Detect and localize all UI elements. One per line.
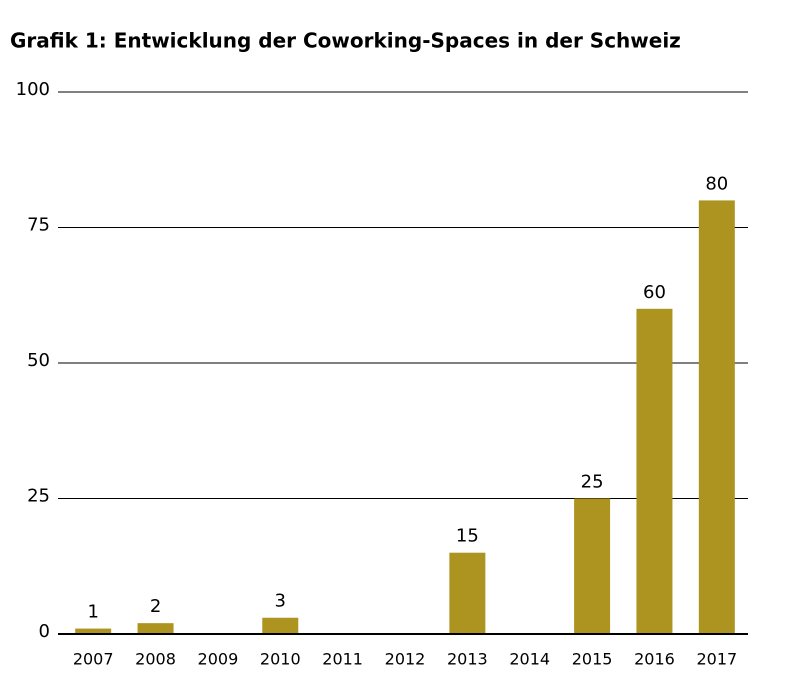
x-tick-label: 2015 [572, 650, 613, 669]
y-tick-label: 100 [16, 79, 50, 100]
x-tick-label: 2017 [696, 650, 737, 669]
x-tick-label: 2012 [385, 650, 426, 669]
data-label: 80 [705, 173, 728, 194]
x-tick-label: 2011 [322, 650, 363, 669]
x-tick-label: 2008 [135, 650, 176, 669]
data-label: 25 [581, 472, 604, 493]
x-tick-label: 2007 [73, 650, 114, 669]
x-tick-label: 2010 [260, 650, 301, 669]
y-tick-label: 50 [27, 350, 50, 371]
bar [449, 552, 486, 634]
bar [636, 308, 673, 634]
x-tick-label: 2013 [447, 650, 488, 669]
x-tick-label: 2014 [509, 650, 550, 669]
data-label: 15 [456, 526, 479, 547]
y-tick-label: 25 [27, 486, 50, 507]
x-tick-label: 2009 [198, 650, 239, 669]
data-label: 60 [643, 282, 666, 303]
bar [698, 200, 735, 634]
data-label: 2 [150, 596, 161, 617]
bar [137, 623, 174, 634]
x-tick-label: 2016 [634, 650, 675, 669]
bar [262, 617, 299, 634]
data-label: 1 [87, 602, 98, 623]
y-tick-label: 0 [39, 621, 50, 642]
bar [574, 498, 611, 634]
y-tick-label: 75 [27, 215, 50, 236]
bar [75, 628, 112, 634]
data-label: 3 [275, 591, 286, 612]
chart-title: Grafik 1: Entwicklung der Coworking-Spac… [10, 29, 681, 53]
